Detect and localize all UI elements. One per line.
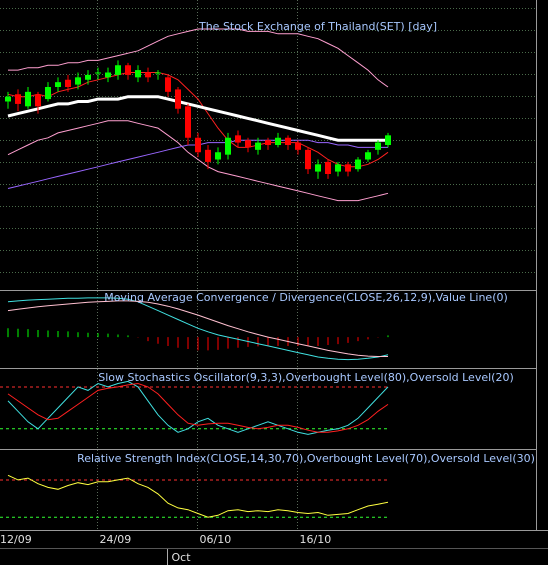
candle-body bbox=[265, 140, 271, 145]
x-tick-label: 24/09 bbox=[100, 533, 132, 546]
panel-title: Slow Stochastics Oscillator(9,3,3),Overb… bbox=[98, 371, 514, 384]
candle-body bbox=[275, 137, 281, 145]
candle-body bbox=[155, 72, 161, 74]
candle-body bbox=[45, 87, 51, 100]
candle-body bbox=[305, 149, 311, 170]
panel bbox=[7, 297, 389, 361]
x-tick-label: 16/10 bbox=[300, 533, 332, 546]
candle-body bbox=[195, 137, 201, 153]
panel bbox=[5, 28, 391, 202]
candle-body bbox=[365, 152, 371, 160]
x-axis: 12/09 24/09 06/10 16/10 Oct bbox=[0, 533, 331, 564]
panel-title: The Stock Exchange of Thailand(SET) [day… bbox=[198, 20, 437, 33]
x-tick-label: 12/09 bbox=[0, 533, 32, 546]
candle-body bbox=[285, 137, 291, 145]
line-series bbox=[7, 72, 389, 168]
candle-body bbox=[145, 72, 151, 78]
candle-body bbox=[165, 77, 171, 92]
candle-body bbox=[75, 77, 81, 85]
candle-body bbox=[105, 72, 111, 78]
candle-body bbox=[255, 142, 261, 150]
candle-body bbox=[245, 140, 251, 148]
candle-body bbox=[95, 72, 101, 74]
candle-body bbox=[25, 91, 31, 107]
panel-title: Relative Strength Index(CLOSE,14,30,70),… bbox=[77, 452, 535, 465]
line-series bbox=[8, 28, 389, 88]
candle-body bbox=[125, 65, 131, 75]
candle-body bbox=[35, 94, 41, 107]
line-series bbox=[7, 120, 389, 202]
candle-body bbox=[85, 74, 91, 80]
candle-body bbox=[135, 70, 141, 78]
candle-body bbox=[345, 164, 351, 172]
candle-body bbox=[325, 161, 331, 174]
line-series bbox=[7, 297, 389, 361]
candle-body bbox=[225, 137, 231, 155]
candle-body bbox=[355, 159, 361, 170]
candle-body bbox=[5, 96, 11, 102]
line-series bbox=[7, 382, 389, 433]
line-series bbox=[7, 380, 389, 435]
x-tick-label: 06/10 bbox=[200, 533, 232, 546]
frame bbox=[0, 0, 548, 549]
month-label: Oct bbox=[172, 551, 192, 564]
candle-body bbox=[295, 142, 301, 150]
candle-body bbox=[385, 135, 391, 145]
candle-body bbox=[55, 82, 61, 87]
panel bbox=[0, 474, 390, 518]
candle-body bbox=[205, 149, 211, 162]
candle-body bbox=[115, 65, 121, 75]
line-series bbox=[7, 300, 388, 357]
candle-body bbox=[15, 94, 21, 104]
candle-body bbox=[315, 164, 321, 172]
candle-body bbox=[185, 106, 191, 138]
line-series bbox=[7, 95, 388, 142]
candle-body bbox=[335, 164, 341, 172]
line-series bbox=[7, 474, 389, 518]
panel bbox=[0, 380, 390, 435]
candle-body bbox=[235, 135, 241, 143]
panel-title: Moving Average Convergence / Divergence(… bbox=[104, 291, 508, 304]
candle-body bbox=[375, 142, 381, 150]
candle-body bbox=[65, 79, 71, 87]
candle-body bbox=[215, 152, 221, 160]
candle-body bbox=[175, 89, 181, 109]
